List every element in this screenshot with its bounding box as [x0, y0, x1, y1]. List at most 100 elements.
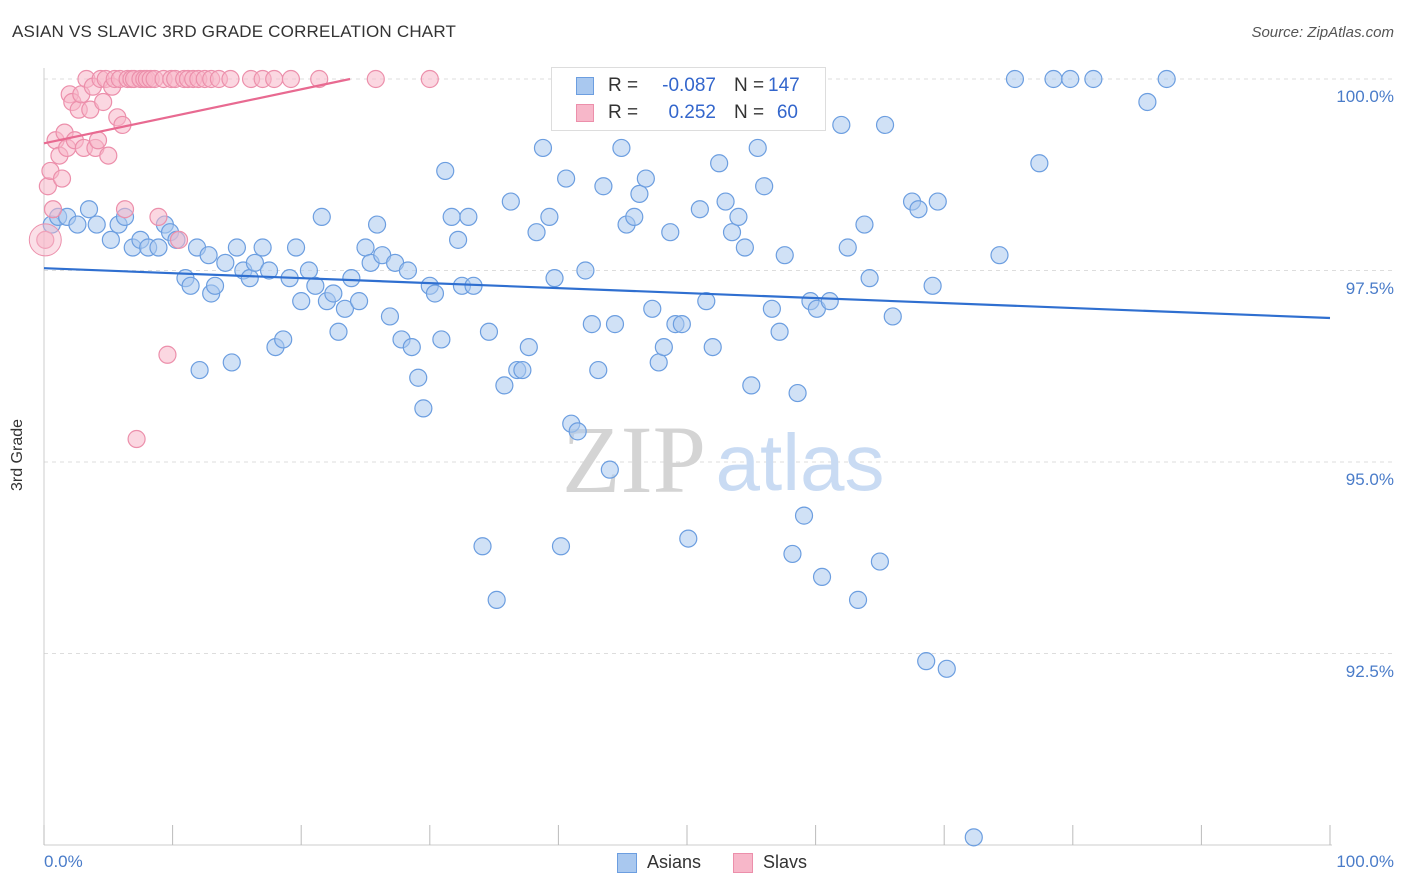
legend-r-label: R = [608, 102, 639, 123]
slav-point [310, 69, 329, 89]
asian-point [205, 276, 225, 295]
asian-point [299, 261, 319, 280]
legend-r-value: -0.087 [662, 75, 716, 96]
slav-point [169, 230, 189, 249]
legend-r-label: R = [608, 75, 639, 96]
asian-point [253, 238, 272, 257]
asian-point [1030, 154, 1049, 173]
asian-point [812, 567, 832, 587]
asian-point [479, 322, 499, 341]
legend-swatch-asians [617, 852, 637, 873]
x-tick-label-max: 100.0% [1336, 852, 1394, 871]
series-legend: Asians Slavs [617, 852, 839, 873]
asian-point [594, 177, 613, 196]
slav-point [366, 69, 385, 89]
asian-point [630, 184, 649, 203]
asian-point [612, 138, 631, 158]
asian-point [414, 399, 433, 418]
slav-trend-line [43, 77, 351, 145]
legend-row-slavs: R = 0.252 N = 60 [576, 100, 798, 126]
asian-point [459, 207, 478, 226]
asian-point [533, 138, 553, 158]
y-tick-label: 100.0% [1336, 87, 1394, 106]
asian-point [402, 338, 421, 357]
asian-point [636, 169, 655, 188]
asian-point [937, 659, 956, 678]
asian-point [513, 360, 532, 380]
asian-point [855, 215, 874, 234]
asian-point [551, 537, 571, 556]
asian-point [883, 307, 902, 326]
asian-point [349, 292, 369, 311]
legend-swatch-slavs [733, 852, 754, 873]
asian-point [436, 161, 455, 181]
asian-point [487, 590, 506, 609]
asian-point [292, 292, 311, 311]
asian-point [748, 138, 767, 158]
asian-point [964, 828, 983, 847]
asian-point [409, 368, 428, 387]
legend-n-label: N = [734, 102, 765, 123]
chart-title: ASIAN VS SLAVIC 3RD GRADE CORRELATION CH… [12, 22, 457, 41]
asian-point [762, 299, 781, 318]
asian-point [755, 177, 774, 196]
asian-point [990, 246, 1009, 265]
asian-point [928, 192, 947, 211]
asian-point [605, 315, 625, 334]
slav-point [149, 207, 168, 226]
asian-point [540, 207, 559, 226]
y-tick-label: 97.5% [1345, 278, 1394, 298]
slav-point [52, 169, 72, 188]
watermark-zip: ZIP [562, 406, 706, 513]
asian-point [356, 238, 375, 257]
slav-point [99, 146, 118, 165]
asian-point [1061, 69, 1080, 89]
asian-point [1005, 69, 1025, 89]
legend-n-value: 147 [768, 75, 800, 96]
asian-point [222, 353, 241, 372]
legend-item-slavs: Slavs [733, 852, 807, 873]
asian-point [710, 154, 729, 173]
asian-point [501, 192, 520, 211]
asian-trend-line [43, 267, 1331, 320]
data-points [28, 69, 1176, 847]
asian-point [101, 230, 120, 249]
asian-point [1084, 69, 1103, 89]
slav-point [221, 69, 240, 89]
slav-point [420, 69, 439, 89]
asian-point [600, 460, 619, 479]
legend-swatch-slavs [576, 104, 594, 122]
asian-point [832, 115, 851, 135]
asian-point [329, 322, 348, 341]
asian-point [576, 261, 595, 280]
asian-point [79, 200, 99, 219]
asian-point [545, 269, 564, 288]
asian-point [227, 238, 246, 257]
y-tick-label: 92.5% [1345, 661, 1394, 681]
asian-point [568, 422, 587, 441]
asian-point [661, 223, 680, 242]
asian-point [259, 261, 279, 280]
asian-point [848, 590, 868, 609]
asian-point [722, 223, 742, 242]
asian-point [306, 276, 325, 295]
asian-point [181, 276, 200, 295]
stats-legend: R = -0.087 N = 147 R = 0.252 N = 60 [551, 67, 826, 131]
asian-point [742, 376, 761, 395]
asian-point [625, 207, 644, 226]
asian-point [794, 506, 814, 525]
asian-point [775, 246, 794, 265]
asian-point [245, 253, 265, 272]
slav-point [43, 200, 63, 219]
asian-point [335, 299, 355, 318]
asian-point [875, 115, 895, 135]
slav-point [36, 230, 55, 249]
watermark-atlas: atlas [716, 418, 885, 507]
asian-point [783, 544, 802, 564]
asian-point [697, 292, 716, 311]
asian-point [838, 238, 857, 257]
asian-point [735, 238, 754, 257]
asian-point [286, 238, 306, 257]
asian-point [820, 292, 839, 311]
asian-point [149, 238, 168, 257]
